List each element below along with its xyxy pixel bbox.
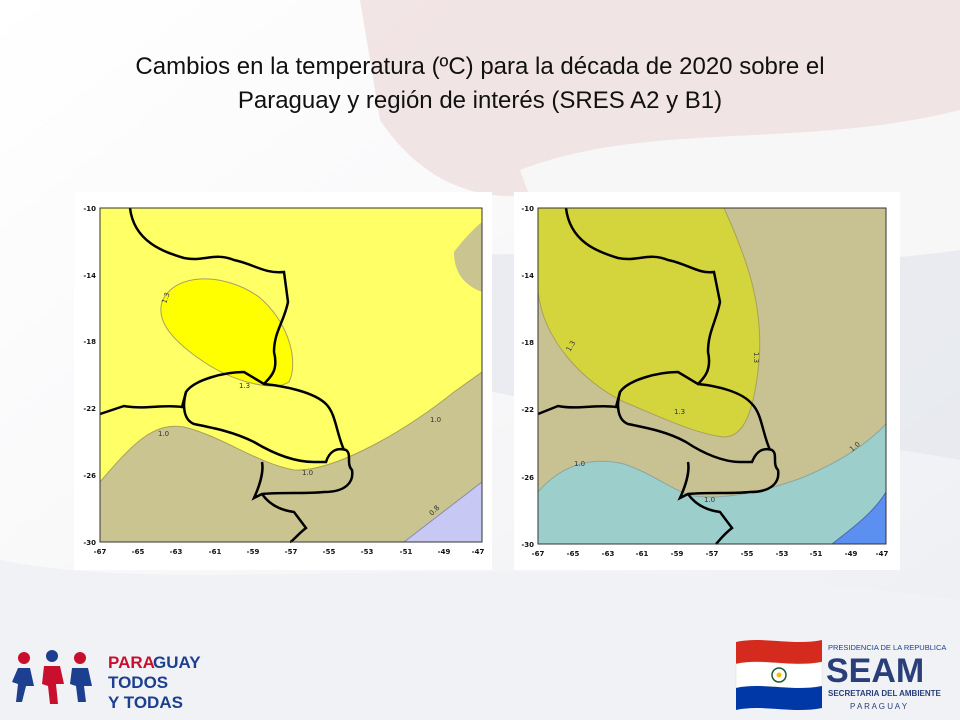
x-tick-label: -47 xyxy=(472,548,485,556)
map-b1-border-north xyxy=(537,207,722,416)
y-tick-label: -30 xyxy=(83,539,96,547)
paraguay-flag-icon xyxy=(735,640,823,710)
map-a2-contour-label: 1.0 xyxy=(158,430,169,438)
map-a2-contour-label: 1.0 xyxy=(430,416,441,424)
x-tick-label: -63 xyxy=(602,550,615,558)
paraguay-todos-y-todas-logo: PARA GUAY TODOS Y TODAS xyxy=(12,650,201,712)
x-tick-label: -55 xyxy=(323,548,336,556)
y-tick-label: -10 xyxy=(83,205,96,213)
seam-logo: PRESIDENCIA DE LA REPUBLICA SEAM SECRETA… xyxy=(735,640,946,711)
y-tick-label: -26 xyxy=(521,474,534,482)
map-a2-contour-label: 1.3 xyxy=(160,291,171,304)
x-tick-label: -59 xyxy=(247,548,260,556)
x-tick-label: -55 xyxy=(741,550,754,558)
y-tick-label: -18 xyxy=(521,339,534,347)
map-b1-y-axis: -10 -14 -18 -22 -26 -30 xyxy=(521,205,534,549)
map-a2-contour-high xyxy=(160,278,294,387)
logo-left-para: PARA xyxy=(108,653,155,672)
temperature-map-b1: 1.3 1.3 1.3 1.0 1.0 1.0 -10 -14 -18 -22 … xyxy=(514,192,900,570)
logo-left-y-todas: Y TODAS xyxy=(108,693,183,712)
x-tick-label: -51 xyxy=(810,550,823,558)
x-tick-label: -47 xyxy=(876,550,889,558)
x-tick-label: -49 xyxy=(438,548,451,556)
x-tick-label: -49 xyxy=(845,550,858,558)
map-a2-region-low-ne xyxy=(454,222,482,292)
y-tick-label: -22 xyxy=(83,405,96,413)
x-tick-label: -67 xyxy=(94,548,107,556)
map-a2-contour-low xyxy=(403,481,483,543)
map-b1-region-lowest xyxy=(832,492,886,544)
logo-left-guay: GUAY xyxy=(153,653,201,672)
map-a2-svg: 1.3 1.3 1.0 1.0 1.0 0.8 -10 -14 -18 -22 … xyxy=(74,192,492,570)
y-tick-label: -22 xyxy=(521,406,534,414)
y-tick-label: -30 xyxy=(521,541,534,549)
y-tick-label: -10 xyxy=(521,205,534,213)
y-tick-label: -14 xyxy=(83,272,96,280)
temperature-map-a2: 1.3 1.3 1.0 1.0 1.0 0.8 -10 -14 -18 -22 … xyxy=(74,192,492,570)
map-b1-contour-high xyxy=(537,207,761,438)
map-a2-frame xyxy=(99,207,483,543)
seam-country-text: P A R A G U A Y xyxy=(850,702,908,711)
map-b1-contour-label: 1.0 xyxy=(704,496,715,504)
seam-brand-text: SEAM xyxy=(826,652,924,690)
map-a2-contour-label: 1.3 xyxy=(239,382,250,390)
map-b1-frame xyxy=(537,207,887,545)
slide-title-line-1: Cambios en la temperatura (ºC) para la d… xyxy=(135,53,825,80)
x-tick-label: -53 xyxy=(361,548,374,556)
map-b1-contour-label: 1.3 xyxy=(752,352,760,363)
y-tick-label: -18 xyxy=(83,338,96,346)
map-b1-contour-label: 1.0 xyxy=(574,460,585,468)
map-b1-svg: 1.3 1.3 1.3 1.0 1.0 1.0 -10 -14 -18 -22 … xyxy=(514,192,900,570)
map-b1-region-high xyxy=(538,208,760,437)
map-a2-contour-label: 1.0 xyxy=(302,469,313,477)
x-tick-label: -63 xyxy=(170,548,183,556)
logo-left-todos: TODOS xyxy=(108,673,168,692)
slide-title-line-2: Paraguay y región de interés (SRES A2 y … xyxy=(237,87,723,114)
map-b1-region-low xyxy=(538,424,886,544)
map-a2-region-low xyxy=(100,372,482,542)
seam-sub-text: SECRETARIA DEL AMBIENTE xyxy=(828,689,942,698)
map-b1-contour-label: 1.3 xyxy=(674,408,685,416)
map-a2-contour-mid xyxy=(99,371,483,483)
map-a2-border-north xyxy=(99,207,290,416)
people-figures-icon xyxy=(12,650,92,704)
x-tick-label: -61 xyxy=(209,548,222,556)
map-a2-y-axis: -10 -14 -18 -22 -26 -30 xyxy=(83,205,96,547)
x-tick-label: -57 xyxy=(285,548,298,556)
map-a2-border-south xyxy=(260,493,308,544)
x-tick-label: -65 xyxy=(567,550,580,558)
x-tick-label: -65 xyxy=(132,548,145,556)
map-b1-x-axis: -67 -65 -63 -61 -59 -57 -55 -53 -51 -49 … xyxy=(532,550,889,558)
map-a2-x-axis: -67 -65 -63 -61 -59 -57 -55 -53 -51 -49 … xyxy=(94,548,485,556)
x-tick-label: -59 xyxy=(671,550,684,558)
map-b1-contour-low xyxy=(831,491,887,545)
map-a2-border-paraguay xyxy=(182,391,354,501)
map-a2-region-high xyxy=(160,278,293,386)
x-tick-label: -51 xyxy=(400,548,413,556)
map-b1-contour-mid xyxy=(537,423,887,498)
y-tick-label: -26 xyxy=(83,472,96,480)
slide-title: Cambios en la temperatura (ºC) para la d… xyxy=(60,50,900,118)
map-a2-border-east xyxy=(263,382,346,451)
x-tick-label: -67 xyxy=(532,550,545,558)
x-tick-label: -57 xyxy=(706,550,719,558)
x-tick-label: -61 xyxy=(636,550,649,558)
map-b1-border-east xyxy=(697,382,772,451)
seam-header-text: PRESIDENCIA DE LA REPUBLICA xyxy=(828,643,946,652)
x-tick-label: -53 xyxy=(776,550,789,558)
y-tick-label: -14 xyxy=(521,272,534,280)
map-b1-border-south xyxy=(686,493,734,545)
map-b1-border-paraguay xyxy=(616,391,780,501)
